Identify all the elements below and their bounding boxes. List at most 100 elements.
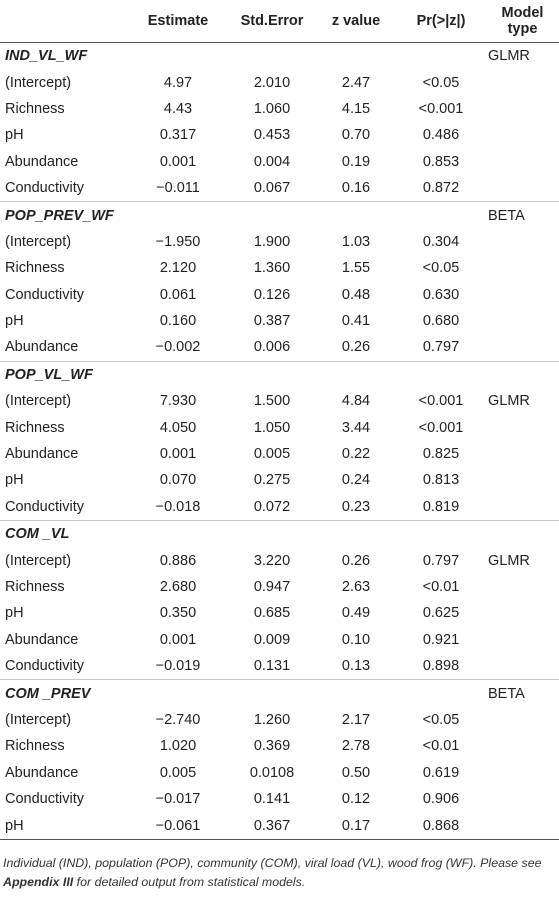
header-cell: z value — [316, 0, 396, 43]
table-cell: 0.49 — [341, 605, 371, 622]
table-cell: 0.685 — [253, 605, 291, 622]
table-cell: 0.072 — [253, 498, 291, 515]
table-cell: 2.47 — [341, 74, 371, 91]
table-cell: 0.797 — [422, 552, 460, 569]
table-cell: −2.740 — [155, 711, 201, 728]
footnote-text-end: for detailed output from statistical mod… — [73, 874, 306, 889]
table-cell: 0.13 — [341, 658, 371, 675]
header-row: Estimate Std.Error z value Pr(>|z|) Mode… — [0, 0, 559, 43]
row-label: Richness — [5, 260, 65, 277]
table-cell: 1.060 — [253, 100, 291, 117]
table-row: Richness 4.43 1.060 4.15 <0.001 — [0, 96, 559, 122]
model-type — [486, 441, 559, 467]
row-label: pH — [5, 472, 24, 489]
model-type — [486, 229, 559, 255]
row-label: Conductivity — [5, 791, 84, 808]
model-type — [486, 308, 559, 334]
row-label: Abundance — [5, 631, 79, 648]
table-cell: 2.010 — [253, 74, 291, 91]
model-type — [486, 175, 559, 202]
row-label: Abundance — [5, 764, 79, 781]
table-cell: <0.01 — [422, 738, 460, 755]
row-label: Richness — [5, 579, 65, 595]
table-cell: 0.921 — [422, 631, 460, 648]
group-header-row: IND_VL_WF GLMR — [0, 43, 559, 70]
table-cell: 0.141 — [253, 791, 291, 808]
table-cell: <0.05 — [422, 260, 460, 277]
table-cell: 0.16 — [341, 180, 371, 197]
group-header-row: POP_VL_WF — [0, 361, 559, 388]
table-cell: 0.797 — [422, 339, 460, 356]
table-cell: 0.868 — [422, 817, 460, 834]
table-cell: 2.63 — [341, 579, 371, 595]
table-cell: 0.275 — [253, 472, 291, 489]
table-cell: 0.819 — [422, 498, 460, 515]
table-cell: 0.001 — [159, 446, 197, 463]
header-cell: Pr(>|z|) — [396, 0, 486, 43]
table-cell: 0.24 — [341, 472, 371, 489]
row-label: Conductivity — [5, 658, 84, 675]
table-cell: 4.15 — [341, 100, 371, 117]
table-row: (Intercept) −2.740 1.260 2.17 <0.05 — [0, 707, 559, 733]
table-cell: 0.061 — [159, 286, 197, 303]
table-cell: 0.001 — [159, 631, 197, 648]
table-cell: −0.019 — [155, 658, 201, 675]
table-cell: 0.369 — [253, 738, 291, 755]
row-label: pH — [5, 127, 24, 144]
row-label: (Intercept) — [5, 74, 72, 91]
table-cell: 0.0108 — [249, 764, 295, 781]
model-type — [486, 96, 559, 122]
table-cell: 0.619 — [422, 764, 460, 781]
table-cell: 0.387 — [253, 313, 291, 330]
table-cell: 7.930 — [159, 393, 197, 410]
table-cell: 0.005 — [253, 446, 291, 463]
table-cell: 0.48 — [341, 286, 371, 303]
table-cell: 0.50 — [341, 764, 371, 781]
table-cell: 3.44 — [341, 419, 371, 436]
model-type — [486, 521, 559, 548]
table-row: Conductivity −0.019 0.131 0.13 0.898 — [0, 653, 559, 680]
table-cell: 1.55 — [341, 260, 371, 277]
table-row: (Intercept) 4.97 2.010 2.47 <0.05 — [0, 69, 559, 95]
table-cell: 0.17 — [341, 817, 371, 834]
table-row: pH 0.160 0.387 0.41 0.680 — [0, 308, 559, 334]
row-label: Abundance — [5, 339, 79, 356]
table-row: Abundance 0.001 0.009 0.10 0.921 — [0, 627, 559, 653]
table-cell: 1.500 — [253, 393, 291, 410]
table-cell: 0.160 — [159, 313, 197, 330]
model-type — [486, 334, 559, 361]
table-cell: 1.360 — [253, 260, 291, 277]
table-cell: 0.001 — [159, 153, 197, 170]
table-cell: <0.01 — [422, 579, 460, 595]
table-cell: <0.001 — [418, 393, 464, 410]
table-row: (Intercept) −1.950 1.900 1.03 0.304 — [0, 229, 559, 255]
table-cell: 0.23 — [341, 498, 371, 515]
row-label: Abundance — [5, 446, 79, 463]
table-cell: <0.001 — [418, 100, 464, 117]
model-type — [486, 361, 559, 388]
footnote-text: Individual (IND), population (POP), comm… — [3, 855, 542, 870]
table-cell: 0.126 — [253, 286, 291, 303]
table-cell: 0.453 — [253, 127, 291, 144]
appendix-link[interactable]: Appendix III — [3, 874, 74, 889]
table-row: pH 0.350 0.685 0.49 0.625 — [0, 600, 559, 626]
table-cell: 2.78 — [341, 738, 371, 755]
table-cell: 0.41 — [341, 313, 371, 330]
table-cell: 2.120 — [159, 260, 197, 277]
group-name: COM _PREV — [5, 685, 91, 702]
group-header-row: POP_PREV_WF BETA — [0, 201, 559, 229]
table-row: pH 0.070 0.275 0.24 0.813 — [0, 467, 559, 493]
table-cell: 0.70 — [341, 127, 371, 144]
model-type — [486, 282, 559, 308]
statistics-table: Estimate Std.Error z value Pr(>|z|) Mode… — [0, 0, 559, 848]
table-cell: 0.004 — [253, 153, 291, 170]
row-label: Richness — [5, 738, 65, 755]
table-cell: 0.005 — [159, 764, 197, 781]
table-cell: 0.898 — [422, 658, 460, 675]
table-cell: 0.625 — [422, 605, 460, 622]
header-cell: Std.Error — [228, 0, 316, 43]
table-cell: <0.05 — [422, 74, 460, 91]
model-type — [486, 494, 559, 521]
row-label: Conductivity — [5, 286, 84, 303]
